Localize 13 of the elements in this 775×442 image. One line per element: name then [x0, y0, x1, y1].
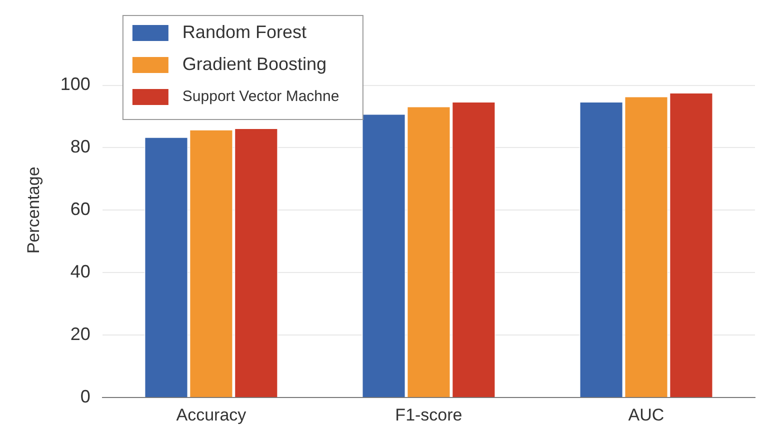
y-axis-title: Percentage [24, 166, 43, 254]
y-tick-label: 60 [70, 199, 90, 220]
x-tick-label: F1-score [395, 405, 462, 424]
x-tick-label: AUC [628, 405, 664, 424]
y-tick-label: 20 [70, 324, 90, 344]
legend-label: Support Vector Machne [182, 88, 340, 106]
x-tick-label: Accuracy [176, 405, 247, 424]
y-tick-label: 0 [80, 386, 90, 407]
y-tick-label: 40 [70, 262, 90, 282]
y-tick-label: 100 [60, 74, 90, 94]
y-tick-label: 80 [70, 136, 90, 157]
legend-label: Gradient Boosting [182, 54, 327, 74]
legend-label: Random Forest [182, 22, 306, 42]
